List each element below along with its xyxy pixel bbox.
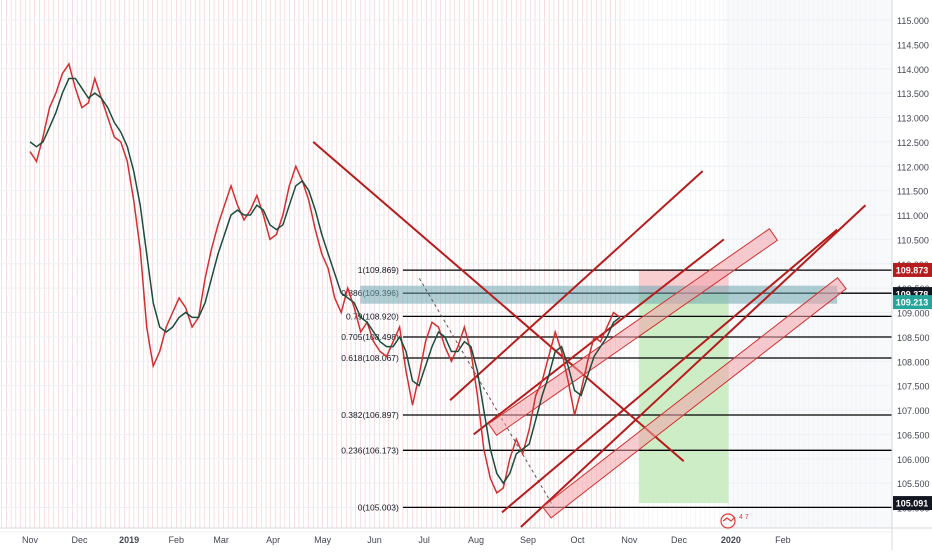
x-tick-label: Nov [621,535,638,545]
trend-line [501,228,838,514]
y-tick-label: 114.500 [897,40,929,50]
y-tick-label: 109.000 [897,309,930,319]
trend-lines[interactable] [312,141,867,528]
x-tick-label: Jun [367,535,382,545]
y-tick-label: 108.500 [897,333,930,343]
fib-level-label: 0.236(106.173) [341,445,399,455]
y-tick-label: 114.000 [897,65,929,75]
x-tick-label: 2020 [721,535,741,545]
x-tick-label: 2019 [119,535,139,545]
y-tick-label: 112.500 [897,138,929,148]
series-line [29,62,621,495]
y-tick-label: 105.500 [897,479,930,489]
price-badge-label: 109.378 [896,290,929,300]
trend-line [520,204,867,528]
series-line [29,77,621,485]
y-tick-label: 113.500 [897,89,929,99]
x-tick-label: Nov [22,535,39,545]
x-tick-label: Oct [571,535,586,545]
x-tick-label: Jul [418,535,430,545]
channel-rail [541,277,847,519]
svg-text:4 7: 4 7 [739,514,749,521]
x-tick-label: Feb [169,535,185,545]
y-tick-label: 110.500 [897,235,929,245]
trend-line [312,141,685,462]
x-tick-label: Dec [72,535,89,545]
x-tick-label: May [314,535,332,545]
tradingview-logo: 4 7 [720,513,749,529]
fib-level-label: 0.705(108.498) [341,332,399,342]
fib-level-label: 0(105.003) [358,502,399,512]
y-tick-label: 111.500 [897,187,928,197]
price-badge-label: 109.873 [896,265,929,275]
y-tick-label: 113.000 [897,114,929,124]
y-tick-label: 106.000 [897,455,930,465]
y-tick-label: 107.500 [897,382,930,392]
x-tick-label: Feb [775,535,791,545]
channel-rail [487,228,779,436]
fib-anchor-line [418,278,555,508]
grid-layer [0,0,892,533]
x-tick-label: Apr [266,535,280,545]
y-tick-label: 115.000 [897,16,929,26]
x-tick-label: Dec [671,535,688,545]
price-badge [893,496,932,511]
x-tick-label: Mar [213,535,229,545]
trend-line [473,238,725,436]
y-tick-label: 108.000 [897,357,930,367]
y-tick-label: 106.500 [897,430,930,440]
fib-level-label: 1(109.869) [358,265,399,275]
fib-level-label: 0.79(108.920) [346,311,399,321]
y-tick-label: 111.000 [897,211,928,221]
price-badge [893,262,932,277]
trend-line [449,170,704,401]
x-tick-label: Aug [468,535,484,545]
price-badge [893,295,932,310]
series-layer [29,62,621,495]
fib-highlight-band [360,285,838,304]
fib-level-label: 0.382(106.897) [341,410,399,420]
price-badge-label: 105.091 [896,499,929,509]
price-badge-label: 109.213 [896,298,929,308]
y-tick-label: 107.000 [897,406,930,416]
fib-level-label: 0.618(108.067) [341,353,399,363]
x-tick-label: Sep [520,535,536,545]
y-tick-label: 112.000 [897,162,929,172]
